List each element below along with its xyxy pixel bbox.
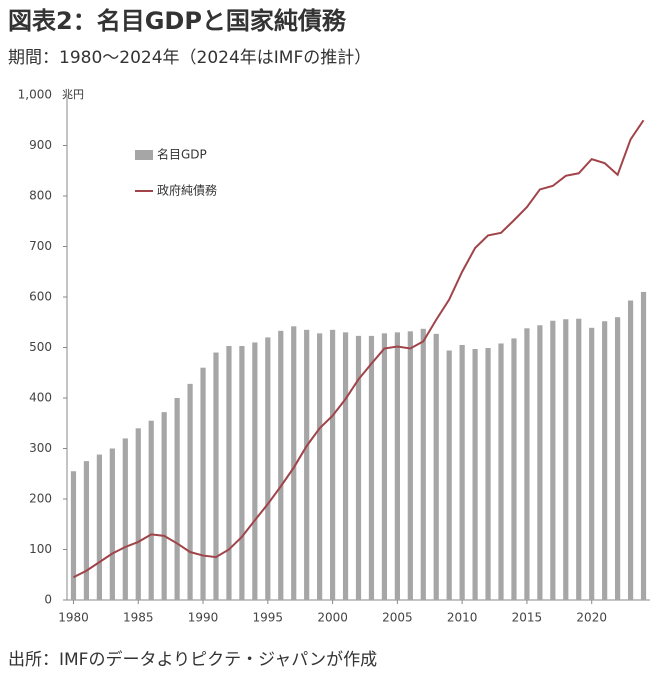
bar	[485, 348, 491, 600]
line	[73, 119, 645, 579]
bar	[615, 317, 621, 600]
bar	[459, 344, 465, 600]
bar	[329, 329, 336, 600]
y-tick-label: 0	[44, 593, 52, 607]
y-tick-label: 400	[29, 391, 52, 405]
bar	[239, 345, 245, 600]
y-tick-label: 200	[29, 492, 52, 506]
x-tick-label: 1985	[123, 611, 154, 625]
bar	[355, 335, 362, 600]
chart-title: 図表2：名目GDPと国家純債務	[8, 7, 347, 35]
bar	[576, 318, 582, 600]
bar	[213, 352, 219, 600]
bar	[433, 333, 439, 600]
bar	[640, 291, 647, 600]
y-tick-label: 900	[29, 138, 52, 152]
bar	[278, 330, 284, 600]
bar	[394, 332, 400, 600]
bar	[381, 333, 388, 600]
bar	[524, 328, 530, 600]
x-tick-label: 2015	[512, 611, 543, 625]
legend-swatch	[135, 150, 153, 160]
x-tick-label: 2010	[447, 611, 478, 625]
y-tick-label: 100	[29, 542, 52, 556]
bar	[148, 420, 154, 600]
bar	[407, 331, 413, 600]
x-tick-label: 1995	[253, 611, 284, 625]
bar	[511, 338, 517, 600]
chart-subtitle: 期間：1980～2024年（2024年はIMFの推計）	[8, 48, 371, 68]
bar	[537, 325, 543, 600]
bar	[265, 337, 271, 600]
bar	[627, 300, 634, 600]
legend-label: 名目GDP	[157, 147, 207, 162]
y-tick-label: 300	[29, 441, 52, 455]
x-tick-label: 2020	[576, 611, 607, 625]
bar	[226, 345, 232, 600]
y-tick-label: 500	[29, 340, 52, 354]
bar	[109, 448, 115, 600]
bar	[589, 327, 595, 600]
bar	[498, 343, 504, 600]
x-tick-label: 2000	[317, 611, 348, 625]
bar	[122, 438, 128, 600]
bar	[83, 461, 90, 600]
bar	[550, 320, 556, 600]
y-tick-label: 700	[29, 239, 52, 253]
source-note: 出所：IMFのデータよりピクテ・ジャパンが作成	[8, 649, 377, 670]
y-tick-label: 600	[29, 290, 52, 304]
x-tick-label: 1990	[188, 611, 219, 625]
bar	[70, 471, 77, 600]
x-tick-label: 2005	[382, 611, 413, 625]
bar	[174, 398, 180, 600]
bar	[291, 326, 297, 600]
bar	[602, 321, 608, 600]
bar	[252, 342, 258, 600]
bar	[342, 332, 349, 600]
bar	[304, 329, 310, 600]
y-tick-label: 1,000	[18, 88, 52, 102]
bar	[96, 454, 102, 600]
legend-label: 政府純債務	[157, 183, 217, 198]
bar	[368, 335, 375, 600]
bar	[472, 349, 478, 600]
x-tick-label: 1980	[58, 611, 89, 625]
bar	[135, 428, 141, 600]
bar	[563, 319, 569, 600]
bar	[161, 412, 167, 600]
bar	[200, 367, 206, 600]
bar	[187, 383, 193, 600]
bar	[446, 350, 452, 600]
bar	[420, 328, 426, 600]
bar	[317, 333, 323, 600]
y-tick-label: 800	[29, 189, 52, 203]
